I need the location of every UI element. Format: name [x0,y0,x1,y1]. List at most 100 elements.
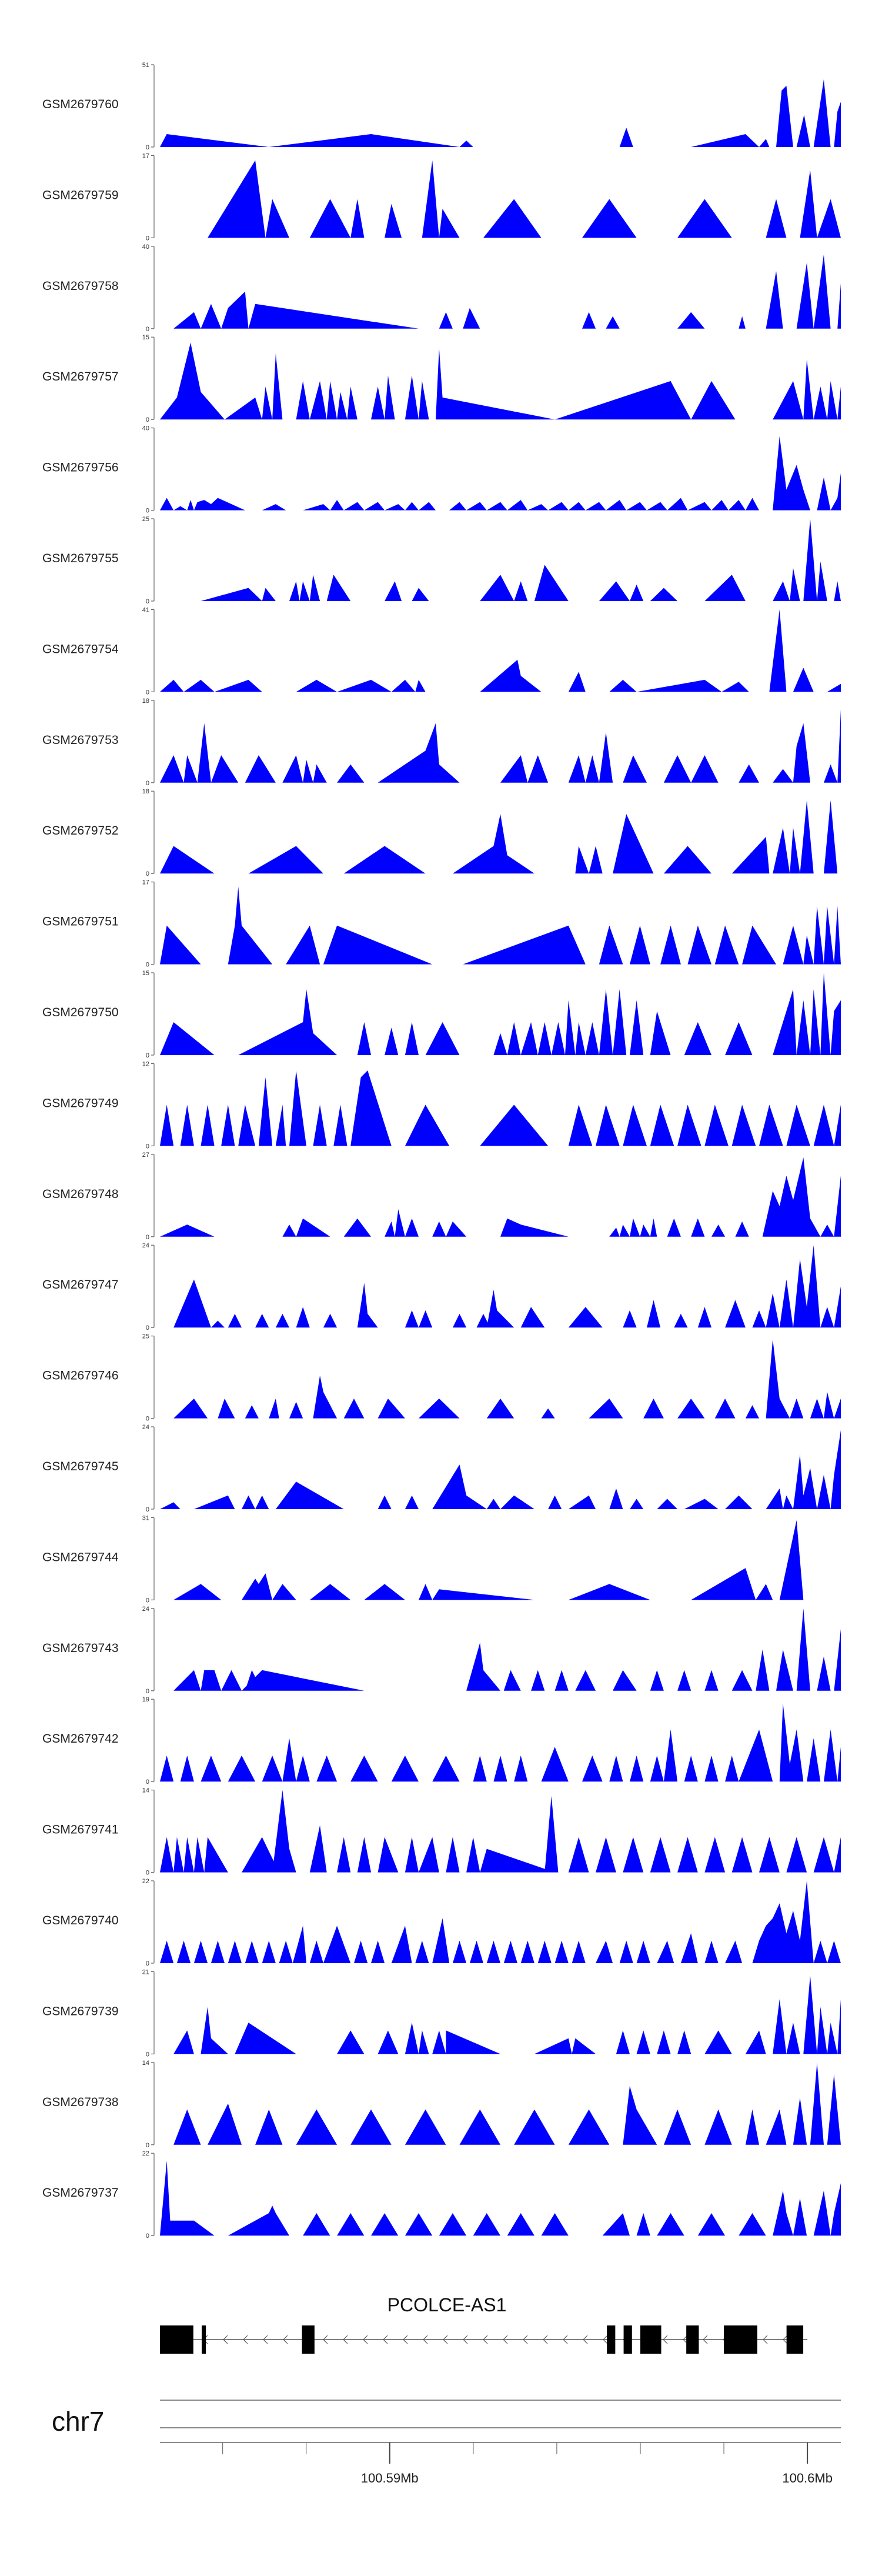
track-GSM2679748: GSM2679748 27 0 [42,1152,841,1241]
strand-arrow [283,2335,288,2344]
strand-arrow [783,2335,788,2344]
track-name-label: GSM2679739 [42,2004,119,2018]
strand-arrow [563,2335,568,2344]
axis-tick-label: 100.6Mb [782,2471,833,2485]
strand-arrow [403,2335,408,2344]
y-axis-min-label: 0 [146,962,149,969]
exon-block [623,2325,632,2354]
coverage-area [160,800,841,874]
coverage-area [160,1430,841,1509]
coverage-area [160,2160,841,2236]
exon-block [640,2325,662,2354]
y-axis-max-label: 17 [142,152,149,159]
y-axis-max-label: 21 [142,1968,149,1976]
coverage-area [160,709,841,783]
track-GSM2679738: GSM2679738 14 0 [42,2060,841,2149]
gene-model [160,2325,808,2354]
y-axis-max-label: 40 [142,425,149,432]
coverage-area [160,1157,841,1237]
track-name-label: GSM2679749 [42,1096,119,1110]
y-axis-max-label: 18 [142,698,149,705]
strand-arrow [443,2335,448,2344]
track-GSM2679739: GSM2679739 21 0 [42,1968,841,2058]
y-axis-min-label: 0 [146,416,149,423]
track-name-label: GSM2679756 [42,461,119,475]
coverage-area [160,1790,841,1873]
y-axis-max-label: 14 [142,2060,149,2067]
track-GSM2679746: GSM2679746 25 0 [42,1333,841,1423]
track-GSM2679744: GSM2679744 31 0 [42,1514,814,1604]
track-GSM2679753: GSM2679753 18 0 [42,698,841,787]
strand-arrow [263,2335,268,2344]
coverage-area [201,519,841,601]
track-GSM2679751: GSM2679751 17 0 [42,879,841,969]
track-GSM2679745: GSM2679745 24 0 [42,1424,841,1513]
y-axis-max-label: 51 [142,62,149,69]
y-axis-max-label: 22 [142,2150,149,2157]
y-axis-min-label: 0 [146,870,149,877]
track-name-label: GSM2679745 [42,1460,119,1473]
axis-ticks: 100.59Mb 100.6Mb [160,2442,841,2485]
strand-arrow [603,2335,608,2344]
track-name-label: GSM2679753 [42,733,119,747]
y-axis-min-label: 0 [146,1778,149,1786]
y-axis-max-label: 25 [142,1333,149,1340]
track-GSM2679742: GSM2679742 19 0 [42,1696,841,1786]
track-GSM2679760: GSM2679760 51 0 [42,62,841,151]
strand-arrow [503,2335,508,2344]
strand-arrow [683,2335,688,2344]
strand-arrow [223,2335,228,2344]
track-GSM2679749: GSM2679749 12 0 [42,1060,841,1150]
y-axis-min-label: 0 [146,508,149,515]
track-GSM2679758: GSM2679758 40 0 [42,243,841,333]
track-GSM2679741: GSM2679741 14 0 [42,1787,841,1877]
exon-block [302,2325,315,2354]
strand-arrow [483,2335,488,2344]
track-name-label: GSM2679742 [42,1732,119,1746]
y-axis-max-label: 27 [142,1152,149,1159]
track-name-label: GSM2679738 [42,2095,119,2109]
y-axis-max-label: 12 [142,1060,149,1067]
strand-arrow [463,2335,468,2344]
y-axis-max-label: 18 [142,788,149,795]
track-GSM2679757: GSM2679757 15 0 [42,334,841,423]
track-GSM2679743: GSM2679743 24 0 [42,1606,841,1695]
y-axis-min-label: 0 [146,2051,149,2058]
y-axis-min-label: 0 [146,1870,149,1877]
y-axis-max-label: 24 [142,1606,149,1613]
y-axis-max-label: 31 [142,1514,149,1521]
strand-arrow [323,2335,328,2344]
y-axis-min-label: 0 [146,2233,149,2240]
track-name-label: GSM2679740 [42,1914,119,1927]
axis-tick-label: 100.59Mb [361,2471,419,2485]
y-axis-min-label: 0 [146,1506,149,1513]
exon-block [607,2325,616,2354]
coverage-area [160,973,841,1055]
track-name-label: GSM2679751 [42,915,119,929]
gene-track: PCOLCE-AS1 [160,2294,808,2354]
y-axis-min-label: 0 [146,1688,149,1695]
track-GSM2679752: GSM2679752 18 0 [42,788,841,877]
y-axis-max-label: 22 [142,1878,149,1885]
y-axis-min-label: 0 [146,598,149,605]
coverage-area [160,886,841,965]
track-name-label: GSM2679759 [42,188,119,202]
strand-arrow [703,2335,708,2344]
track-GSM2679755: GSM2679755 25 0 [42,516,841,605]
strand-arrow [363,2335,368,2344]
coverage-area [173,1245,841,1328]
y-axis-max-label: 15 [142,334,149,341]
track-name-label: GSM2679746 [42,1369,119,1383]
track-name-label: GSM2679754 [42,642,119,656]
coverage-area [160,436,841,510]
coverage-area [208,160,841,238]
track-name-label: GSM2679760 [42,98,119,111]
strand-arrow [343,2335,348,2344]
y-axis-max-label: 24 [142,1424,149,1431]
track-name-label: GSM2679744 [42,1550,119,1564]
chromosome-label: chr7 [52,2406,104,2437]
track-GSM2679740: GSM2679740 22 0 [42,1878,841,1967]
track-GSM2679759: GSM2679759 17 0 [42,152,841,242]
y-axis-min-label: 0 [146,1416,149,1423]
